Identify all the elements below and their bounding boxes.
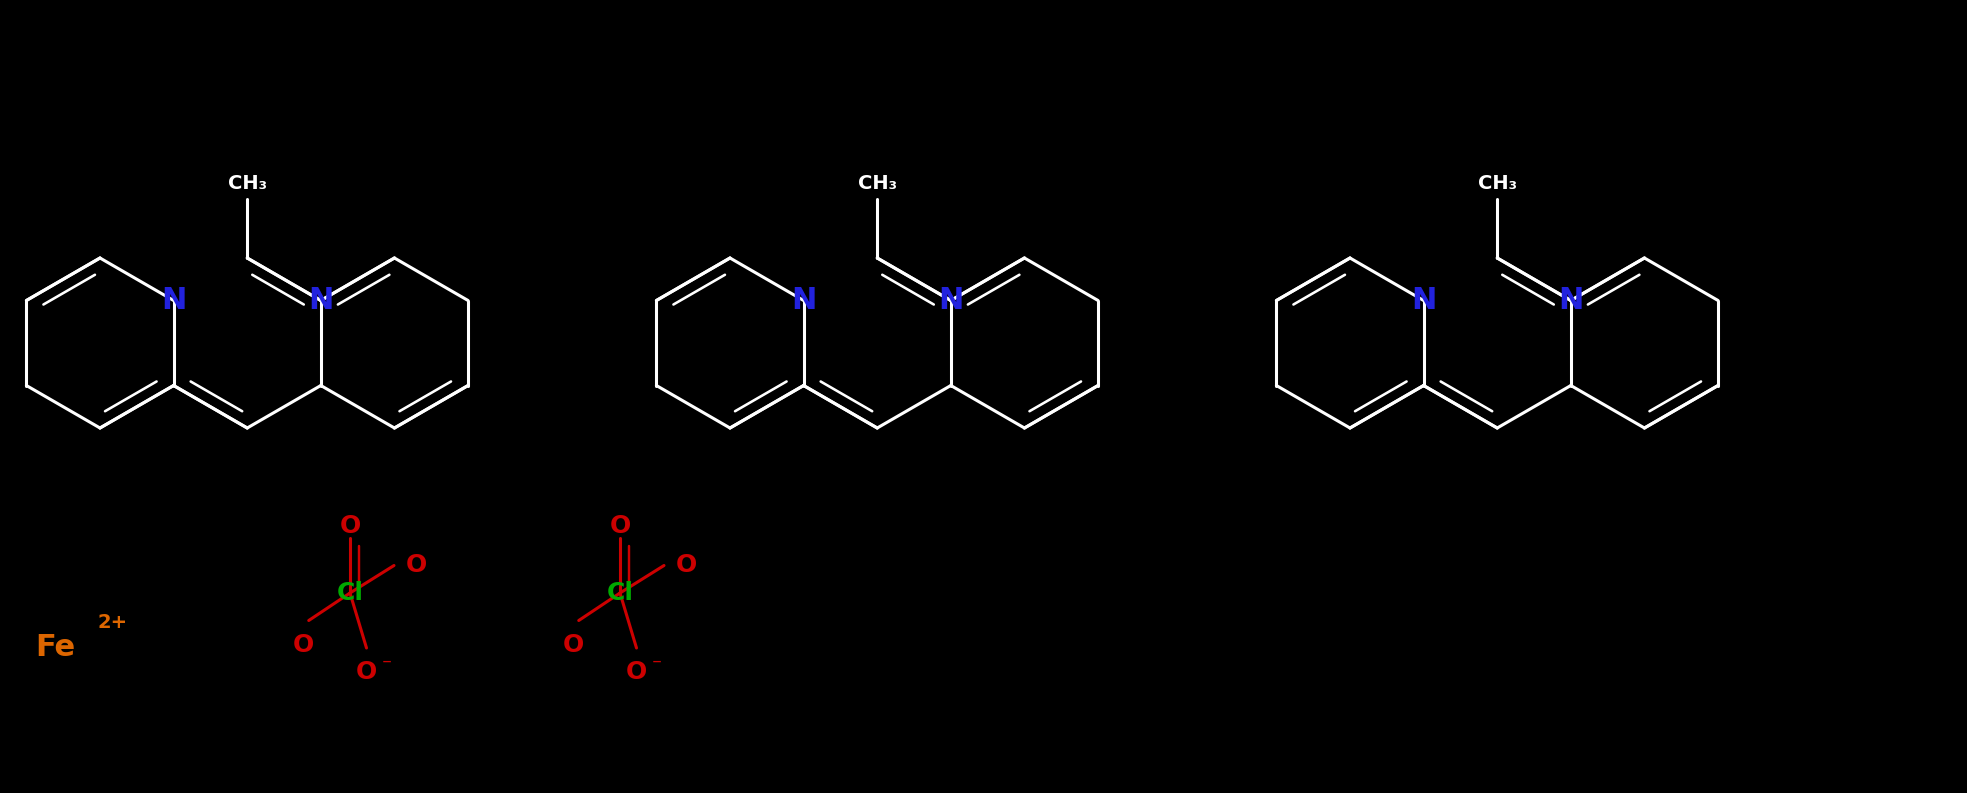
Text: 2+: 2+ (96, 614, 128, 633)
Text: O: O (610, 514, 631, 538)
Text: O: O (293, 633, 315, 657)
Text: N: N (938, 286, 964, 315)
Text: Cl: Cl (606, 581, 633, 605)
Text: Fe: Fe (35, 634, 75, 662)
Text: ⁻: ⁻ (382, 656, 391, 675)
Text: N: N (791, 286, 816, 315)
Text: CH₃: CH₃ (228, 174, 268, 193)
Text: O: O (356, 660, 378, 684)
Text: CH₃: CH₃ (1477, 174, 1517, 193)
Text: O: O (626, 660, 647, 684)
Text: N: N (161, 286, 187, 315)
Text: N: N (1410, 286, 1436, 315)
Text: N: N (1558, 286, 1583, 315)
Text: CH₃: CH₃ (858, 174, 897, 193)
Text: Cl: Cl (336, 581, 364, 605)
Text: ⁻: ⁻ (651, 656, 661, 675)
Text: N: N (309, 286, 334, 315)
Text: O: O (340, 514, 360, 538)
Text: O: O (677, 554, 696, 577)
Text: O: O (405, 554, 427, 577)
Text: O: O (563, 633, 584, 657)
